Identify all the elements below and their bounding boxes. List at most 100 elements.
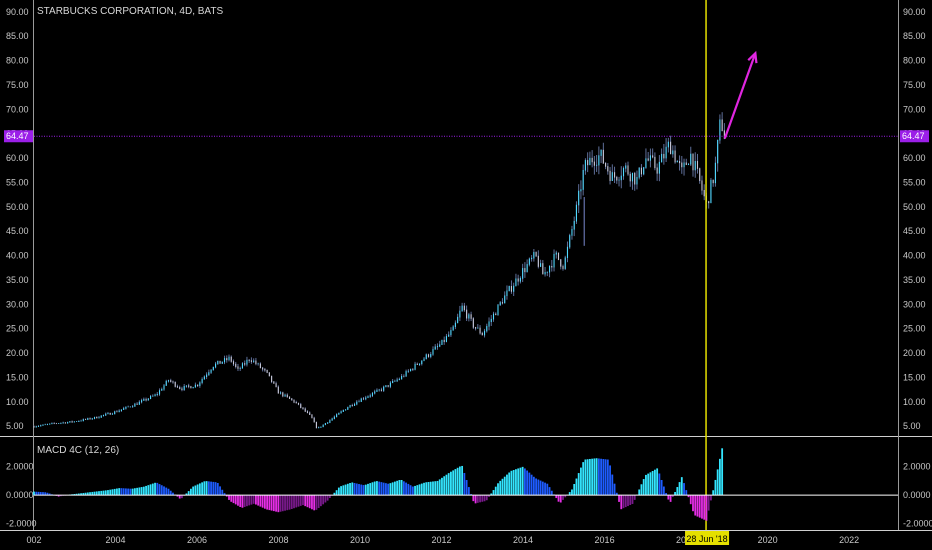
macd-bar (156, 482, 159, 496)
macd-bar (571, 489, 573, 496)
price-pane[interactable]: 5.00 5.00 10.00 10.00 15.00 15.00 20.00 20.00 25… (0, 0, 932, 530)
macd-bar (467, 487, 470, 496)
macd-bar (378, 481, 381, 496)
macd-bar (205, 481, 208, 496)
macd-bar (555, 495, 558, 499)
macd-bar (284, 495, 286, 511)
macd-bar (360, 484, 363, 496)
macd-bar (371, 482, 374, 496)
macd-bar (257, 495, 260, 506)
macd-bar (521, 466, 524, 496)
macd-bar (221, 489, 224, 496)
macd-bar (694, 495, 697, 516)
macd-bar (261, 495, 264, 508)
macd-bar (559, 495, 562, 503)
macd-bar (313, 495, 316, 511)
macd-bar (523, 468, 526, 496)
macd-bar (201, 482, 204, 496)
y-tick-label-right: 5.00 (903, 421, 921, 431)
macd-bar (604, 459, 607, 496)
macd-bar (299, 495, 302, 506)
y-tick-label-right: 70.00 (903, 104, 926, 114)
y-tick-label-right: 40.00 (903, 251, 926, 261)
macd-bar (259, 495, 262, 507)
macd-bar (176, 495, 179, 497)
macd-bar (447, 473, 450, 496)
macd-bar (295, 495, 298, 508)
macd-bar (39, 491, 42, 496)
macd-bar (154, 482, 156, 496)
macd-bar (550, 490, 553, 496)
macd-bar (651, 471, 654, 496)
macd-bar (228, 495, 230, 500)
price-label-right: 64.47 (902, 131, 925, 141)
macd-bar (698, 495, 701, 518)
macd-y-tick-left: 0.0000 (6, 490, 34, 500)
macd-bar (613, 483, 616, 496)
macd-bar (389, 483, 392, 496)
y-tick-label-right: 35.00 (903, 275, 926, 285)
trend-arrow[interactable] (723, 52, 757, 139)
y-tick-label-left: 70.00 (6, 104, 29, 114)
y-tick-label-right: 85.00 (903, 31, 926, 41)
y-tick-label-left: 85.00 (6, 31, 29, 41)
y-tick-label-left: 15.00 (6, 372, 29, 382)
macd-bar (279, 495, 282, 512)
date-badge-label: 28 Jun '18 (686, 534, 727, 544)
macd-bar (685, 490, 688, 496)
macd-bar (185, 493, 188, 496)
macd-bar (107, 490, 109, 496)
macd-bar (225, 495, 228, 497)
macd-pane[interactable]: -2.0000 -2.0000 0.0000 0.0000 2.0000 2.0000 (0, 448, 932, 531)
macd-bar (671, 495, 674, 497)
macd-bar (93, 491, 96, 496)
macd-bar (169, 490, 172, 496)
macd-bar (95, 491, 98, 496)
macd-bar (91, 491, 94, 496)
trend-arrow-head[interactable] (747, 50, 758, 64)
x-axis: 0022004200620082010201220142016201820202… (26, 531, 859, 545)
macd-bar (125, 488, 127, 496)
macd-bar (190, 488, 192, 496)
macd-bar (665, 493, 668, 496)
macd-bar (396, 480, 399, 496)
macd-bar (582, 462, 585, 496)
macd-bar (42, 492, 44, 496)
date-badge[interactable] (685, 531, 730, 545)
macd-bar (246, 495, 248, 507)
macd-bar (237, 495, 239, 506)
macd-bar (203, 481, 206, 496)
macd-bar (494, 486, 497, 496)
macd-bar (597, 458, 600, 496)
macd-bar (622, 495, 625, 509)
macd-bar (272, 495, 275, 512)
macd-bar (243, 495, 246, 507)
macd-bar (465, 480, 468, 496)
macd-bar (131, 488, 134, 496)
macd-bar (373, 481, 376, 496)
macd-bar (420, 483, 423, 496)
macd-bar (454, 469, 457, 496)
macd-bar (687, 495, 690, 498)
macd-bar (526, 470, 529, 496)
macd-bar (488, 495, 490, 497)
macd-bar (335, 490, 338, 496)
macd-bar (660, 480, 663, 496)
macd-bar (255, 495, 257, 505)
macd-bar (391, 482, 394, 496)
y-tick-label-right: 90.00 (903, 7, 926, 17)
macd-bar (337, 487, 340, 496)
macd-bar (293, 495, 295, 509)
macd-bar (584, 459, 587, 496)
macd-bar (490, 493, 493, 496)
macd-bar (696, 495, 699, 517)
macd-bar (427, 481, 430, 496)
macd-bar (642, 479, 645, 496)
macd-bar (499, 480, 502, 496)
macd-bar (707, 495, 710, 511)
macd-bar (593, 458, 596, 496)
y-tick-label-right: 75.00 (903, 80, 926, 90)
macd-bar (591, 458, 594, 496)
y-tick-label-left: 30.00 (6, 299, 29, 309)
